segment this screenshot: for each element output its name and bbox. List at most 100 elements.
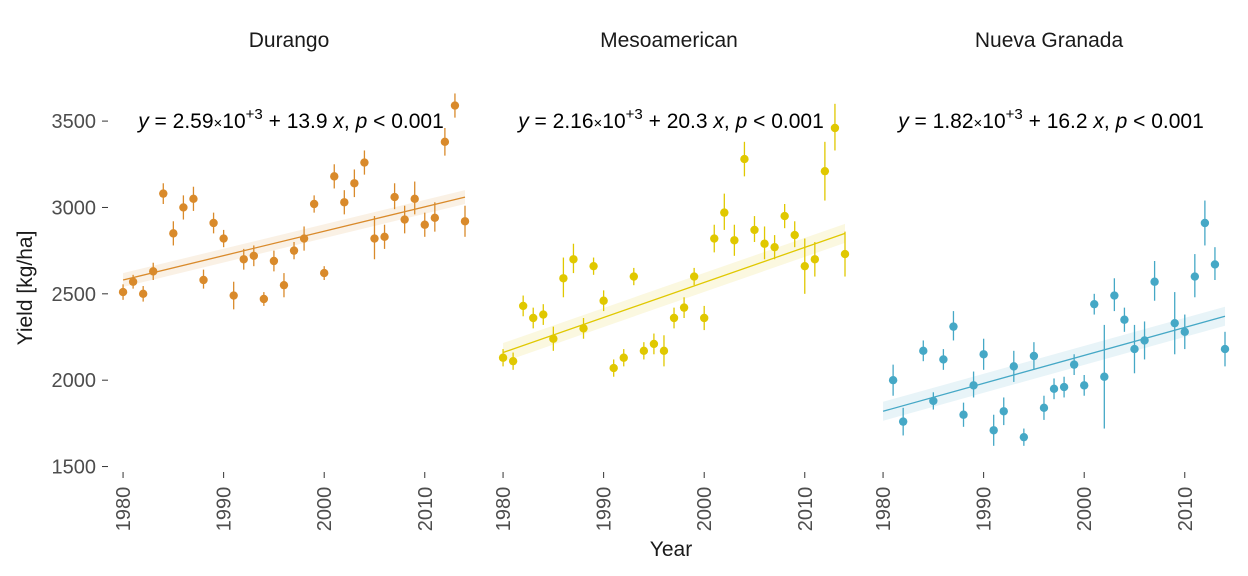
x-tick-label: 2000 — [314, 487, 336, 532]
panel-title: Mesoamerican — [600, 29, 738, 52]
y-tick-label: 1500 — [52, 457, 97, 479]
data-point — [770, 242, 779, 252]
data-point — [118, 287, 128, 297]
data-point — [539, 310, 548, 319]
data-point — [1059, 382, 1069, 392]
data-point — [989, 426, 998, 435]
data-point — [579, 324, 588, 333]
data-point — [410, 194, 419, 204]
data-point — [1210, 260, 1220, 269]
data-point — [249, 251, 258, 261]
data-point — [1150, 277, 1159, 286]
y-axis: 1500 2000 2500 3000 3500 — [52, 111, 108, 479]
data-point — [420, 220, 429, 229]
data-point — [518, 301, 528, 311]
x-tick-label: 1980 — [493, 487, 515, 532]
panel-nueva-granada: Nueva Granada y = 1.82×10+3 + 16.2 x, p <… — [873, 29, 1230, 532]
data-point — [639, 346, 649, 356]
data-point — [450, 101, 460, 110]
data-point — [750, 225, 759, 235]
data-point — [159, 189, 168, 198]
x-tick-label: 1980 — [113, 487, 135, 532]
data-point — [919, 346, 928, 356]
data-point — [380, 232, 389, 242]
data-point — [1019, 432, 1029, 442]
panel-title: Durango — [249, 29, 330, 52]
data-point — [979, 350, 988, 359]
x-tick-label: 1990 — [214, 487, 236, 532]
data-point — [289, 246, 299, 255]
regression-equation: y = 1.82×10+3 + 16.2 x, p < 0.001 — [896, 106, 1204, 133]
regression-equation: y = 2.59×10+3 + 13.9 x, p < 0.001 — [136, 106, 444, 133]
x-tick-label: 2000 — [1074, 487, 1096, 532]
data-point — [669, 313, 679, 323]
data-point — [840, 249, 850, 259]
data-point — [609, 363, 618, 373]
data-point — [128, 277, 138, 286]
data-point — [710, 234, 719, 243]
panel-title: Nueva Granada — [975, 29, 1124, 52]
data-point — [1140, 336, 1149, 345]
data-point — [649, 339, 659, 349]
data-point — [959, 410, 968, 419]
data-point — [259, 294, 269, 304]
data-point — [1200, 218, 1210, 228]
data-point — [279, 280, 289, 290]
data-point — [800, 261, 809, 271]
data-point — [1029, 351, 1039, 361]
panel-durango: Durango y = 2.59×10+3 + 13.9 x, p < 0.001… — [113, 29, 470, 532]
data-point — [320, 268, 329, 278]
data-point — [309, 199, 319, 209]
data-point — [169, 229, 178, 238]
data-point — [360, 158, 369, 167]
data-point — [430, 213, 440, 223]
y-axis-title: Yield [kg/ha] — [14, 231, 37, 346]
data-point — [898, 417, 908, 426]
x-tick-label: 1990 — [974, 487, 996, 532]
data-point — [149, 267, 158, 276]
data-point — [629, 272, 638, 281]
data-point — [1080, 381, 1089, 390]
data-point — [969, 381, 978, 390]
regression-line — [122, 196, 466, 281]
data-point — [219, 234, 228, 243]
data-point — [1110, 291, 1119, 300]
data-point — [269, 256, 279, 266]
data-point — [1100, 372, 1109, 381]
data-point — [1120, 315, 1129, 324]
x-tick-label: 2010 — [415, 487, 437, 532]
x-axis-title: Year — [650, 538, 692, 561]
data-point — [390, 192, 399, 202]
data-point — [780, 211, 789, 221]
data-point — [189, 194, 198, 204]
data-point — [569, 255, 578, 264]
data-point — [730, 236, 739, 245]
data-point — [209, 218, 218, 228]
y-tick-label: 2500 — [52, 284, 97, 306]
data-point — [1130, 344, 1139, 354]
data-point — [700, 313, 709, 323]
y-tick-label: 3000 — [52, 197, 97, 219]
data-point — [1190, 272, 1200, 281]
data-point — [299, 234, 309, 243]
data-point — [199, 275, 208, 285]
data-point — [589, 261, 598, 271]
regression-line — [882, 315, 1226, 412]
data-point — [740, 154, 749, 164]
data-point — [720, 208, 729, 217]
data-point — [619, 353, 628, 362]
data-point — [1220, 344, 1230, 354]
data-point — [1039, 403, 1049, 413]
panels: Durango y = 2.59×10+3 + 13.9 x, p < 0.001… — [113, 29, 1230, 532]
data-point — [508, 356, 518, 366]
data-point — [1180, 327, 1189, 337]
data-point — [949, 322, 958, 331]
data-point — [229, 291, 238, 300]
data-point — [999, 407, 1008, 416]
data-point — [888, 375, 898, 385]
data-point — [330, 172, 339, 181]
data-point — [679, 303, 689, 312]
panel-mesoamerican: Mesoamerican y = 2.16×10+3 + 20.3 x, p < … — [493, 29, 850, 532]
x-tick-label: 2000 — [694, 487, 716, 532]
